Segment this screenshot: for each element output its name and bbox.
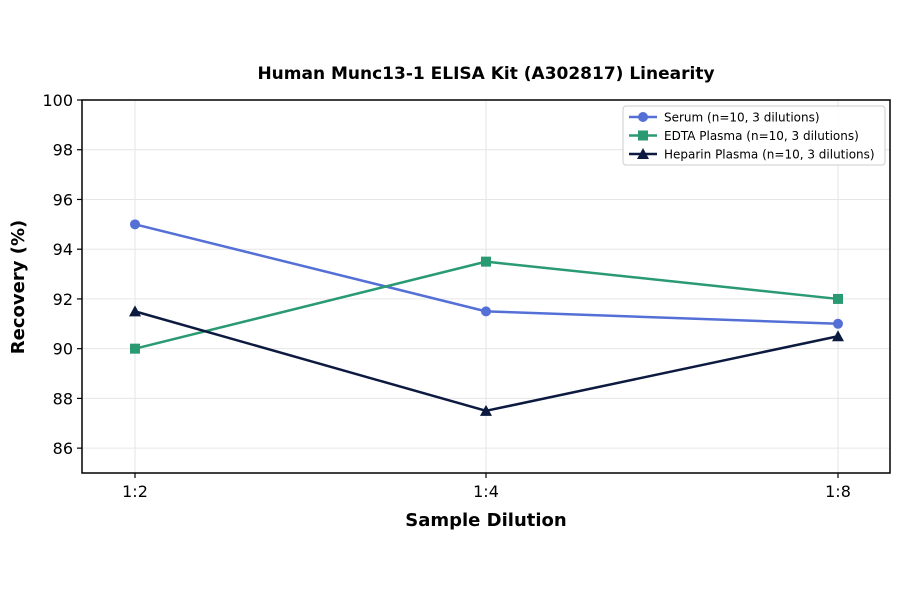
data-point bbox=[832, 330, 844, 342]
series-layer bbox=[129, 219, 844, 416]
legend-label: Heparin Plasma (n=10, 3 dilutions) bbox=[664, 148, 875, 162]
legend: Serum (n=10, 3 dilutions) EDTA Plasma (n=… bbox=[622, 105, 886, 166]
x-tick-label: 1:4 bbox=[473, 482, 499, 501]
y-tick-label: 90 bbox=[53, 340, 73, 359]
x-axis: 1:2 1:4 1:8 bbox=[122, 473, 851, 501]
data-point bbox=[481, 256, 491, 267]
data-point bbox=[130, 219, 140, 230]
data-point bbox=[833, 318, 843, 329]
y-tick-label: 86 bbox=[53, 439, 73, 458]
series-2 bbox=[130, 256, 843, 354]
data-point bbox=[481, 306, 491, 317]
y-tick-label: 94 bbox=[53, 240, 73, 259]
x-tick-label: 1:2 bbox=[122, 482, 148, 501]
data-point bbox=[129, 305, 141, 317]
legend-label: EDTA Plasma (n=10, 3 dilutions) bbox=[664, 129, 859, 143]
x-tick-label: 1:8 bbox=[825, 482, 851, 501]
legend-entry: Heparin Plasma (n=10, 3 dilutions) bbox=[629, 148, 875, 162]
legend-marker bbox=[638, 112, 648, 122]
data-point bbox=[833, 293, 843, 304]
y-tick-label: 88 bbox=[53, 389, 73, 408]
data-point bbox=[480, 404, 492, 416]
y-tick-label: 96 bbox=[53, 190, 73, 209]
data-point bbox=[130, 343, 140, 354]
y-tick-label: 92 bbox=[53, 290, 73, 309]
series-3 bbox=[129, 305, 844, 416]
y-tick-label: 98 bbox=[53, 141, 73, 160]
y-axis: 86 88 90 92 94 96 98 100 bbox=[42, 91, 82, 458]
series-1 bbox=[130, 219, 843, 329]
legend-entry: Serum (n=10, 3 dilutions) bbox=[629, 111, 820, 125]
legend-label: Serum (n=10, 3 dilutions) bbox=[664, 111, 820, 125]
chart-title: Human Munc13-1 ELISA Kit (A302817) Linea… bbox=[257, 64, 714, 84]
x-axis-label: Sample Dilution bbox=[405, 510, 566, 531]
legend-marker bbox=[637, 148, 649, 159]
y-tick-label: 100 bbox=[42, 91, 73, 110]
legend-entry: EDTA Plasma (n=10, 3 dilutions) bbox=[629, 129, 859, 143]
legend-marker bbox=[638, 130, 648, 141]
legend-box bbox=[622, 105, 886, 166]
y-axis-label: Recovery (%) bbox=[8, 220, 29, 354]
